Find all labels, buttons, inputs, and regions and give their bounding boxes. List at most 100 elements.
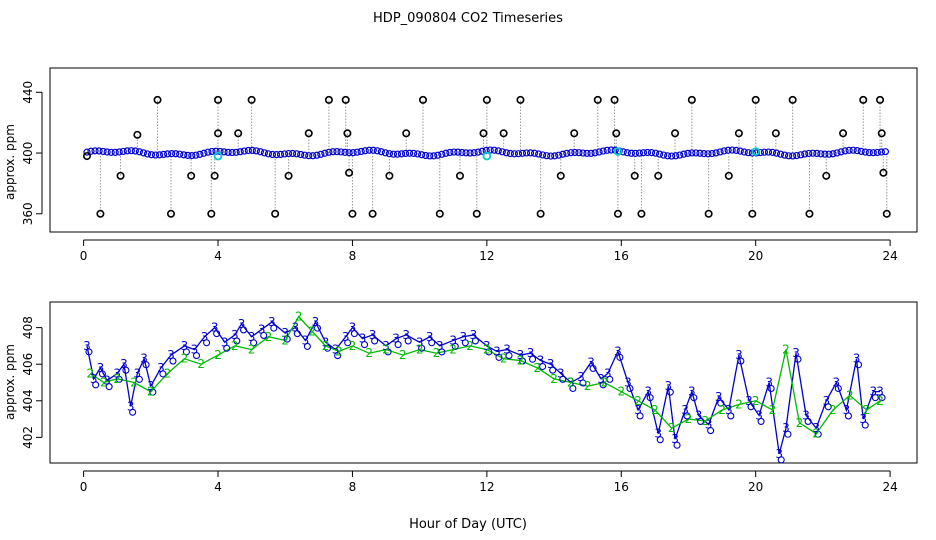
baseline-point <box>756 148 765 157</box>
sensor-3-point <box>697 417 705 425</box>
baseline-point <box>720 147 728 155</box>
baseline-point <box>639 149 648 157</box>
baseline-point <box>486 146 494 154</box>
sensor-2-marker: 2 <box>769 403 777 417</box>
sensor-3-marker: 3 <box>426 330 434 344</box>
sensor-3-marker: 3 <box>322 335 330 349</box>
baseline-point <box>143 150 152 158</box>
baseline-point <box>526 149 535 157</box>
sensor-3-marker: 3 <box>681 403 689 417</box>
raw-data-point <box>271 209 280 218</box>
sensor-3-marker: 3 <box>342 330 350 344</box>
baseline-point <box>579 149 587 157</box>
sensor-3-marker: 3 <box>833 376 841 390</box>
baseline-point <box>599 147 607 155</box>
sensor-3-marker: 3 <box>624 376 632 390</box>
sensor-2-marker: 2 <box>433 346 441 360</box>
sensor-3-marker: 3 <box>597 372 605 386</box>
sensor-2-marker: 2 <box>147 385 155 399</box>
baseline-point <box>389 150 398 158</box>
sensor-2-marker: 2 <box>846 388 854 402</box>
raw-data-point <box>419 95 428 104</box>
sensor-3-marker: 3 <box>792 346 800 360</box>
sensor-3-point <box>757 417 765 425</box>
baseline-point <box>845 146 853 154</box>
sensor-3-marker: 3 <box>231 328 239 342</box>
y-tick-label: 408 <box>21 316 35 339</box>
sensor-2-marker: 2 <box>449 343 457 357</box>
raw-data-point <box>654 171 663 180</box>
sensor-2-line <box>89 315 881 435</box>
baseline-point <box>200 149 208 157</box>
sensor-3-marker: 3 <box>725 403 733 417</box>
baseline-point <box>401 149 410 158</box>
baseline-point <box>567 149 575 157</box>
raw-data-point <box>536 209 545 218</box>
raw-data-point <box>153 95 162 104</box>
baseline-point <box>139 149 148 157</box>
sensor-2-marker: 2 <box>308 324 316 338</box>
raw-data-point <box>472 209 481 218</box>
sensor-3-point <box>192 352 201 360</box>
sensor-2-marker: 2 <box>181 352 189 366</box>
baseline-point <box>405 149 414 157</box>
baseline-point <box>280 150 289 158</box>
sensor-3-point <box>92 381 100 389</box>
raw-data-point <box>284 171 293 180</box>
baseline-point <box>684 149 692 157</box>
sensor-3-marker: 3 <box>802 408 810 422</box>
baseline-point <box>680 150 688 158</box>
baseline-point <box>87 147 95 155</box>
sensor-2-marker: 2 <box>812 427 820 441</box>
x-tick-label: 16 <box>614 249 629 263</box>
sensor-3-point <box>737 357 745 365</box>
sensor-3-marker: 3 <box>238 317 246 331</box>
y-tick-label: 400 <box>21 142 35 165</box>
baseline-point <box>668 152 676 160</box>
raw-data-point <box>788 95 797 104</box>
y-tick-label: 440 <box>21 81 35 104</box>
y-tick-label: 406 <box>21 353 35 376</box>
baseline-point <box>841 147 849 155</box>
baseline-point <box>664 152 672 160</box>
baseline-point <box>716 148 724 156</box>
sensor-2-marker: 2 <box>382 343 390 357</box>
plot-frame <box>49 67 918 233</box>
baseline-point <box>829 150 837 158</box>
baseline-point <box>857 147 865 155</box>
baseline-point <box>123 147 131 155</box>
x-tick-label: 8 <box>349 249 357 263</box>
sensor-3-marker: 3 <box>103 374 111 388</box>
baseline-point <box>603 146 611 154</box>
top-panel: 0 4 8 12 16 20 24 360 400 440 approx. ppm <box>3 67 918 263</box>
baseline-point <box>635 149 644 157</box>
sensor-2-marker: 2 <box>718 403 726 417</box>
sensor-3-point <box>878 394 886 402</box>
baseline-point <box>724 146 732 154</box>
sensor-3-point <box>666 388 674 396</box>
baseline-point <box>131 147 139 155</box>
raw-data-point <box>247 95 256 104</box>
x-tick-label: 8 <box>349 480 357 494</box>
sensor-3-point <box>428 339 436 347</box>
sensor-2-marker: 2 <box>634 394 642 408</box>
sensor-3-marker: 3 <box>755 408 763 422</box>
baseline-point <box>220 148 228 156</box>
baseline-point <box>849 146 857 154</box>
baseline-point <box>176 150 184 158</box>
baseline-point <box>672 152 680 160</box>
sensor-3-point <box>646 394 654 402</box>
baseline-point <box>333 148 341 156</box>
sensor-3-marker: 3 <box>695 408 703 422</box>
baseline-point <box>627 149 635 157</box>
sensor-3-marker: 3 <box>869 385 877 399</box>
baseline-point <box>551 152 559 160</box>
sensor-3-marker: 3 <box>167 348 175 362</box>
baseline-point <box>494 147 502 155</box>
sensor-3-marker: 3 <box>416 335 424 349</box>
baseline-point <box>587 149 595 157</box>
sensor-3-point <box>270 324 278 332</box>
raw-data-point <box>704 209 713 218</box>
baseline-point <box>478 147 486 155</box>
sensor-3-point <box>673 441 681 449</box>
